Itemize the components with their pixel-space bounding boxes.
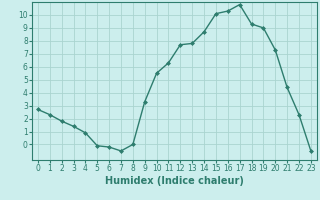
X-axis label: Humidex (Indice chaleur): Humidex (Indice chaleur) [105, 176, 244, 186]
